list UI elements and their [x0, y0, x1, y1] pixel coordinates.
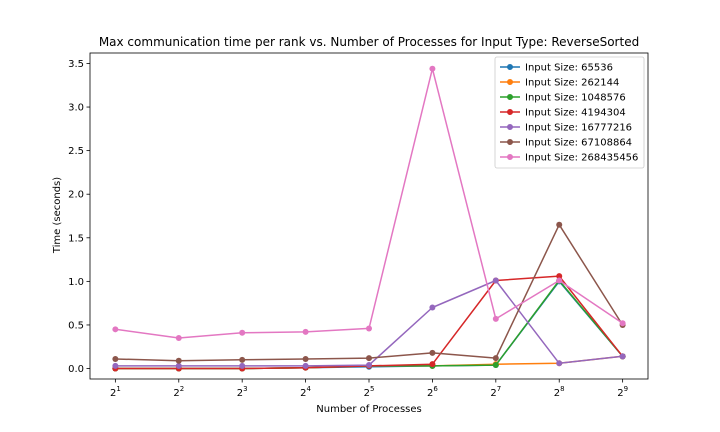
legend-marker [507, 154, 513, 160]
data-point [175, 357, 182, 364]
legend-marker [507, 79, 513, 85]
data-point [302, 355, 309, 362]
x-axis: 21 22 23 24 25 26 27 28 29 [110, 379, 628, 399]
data-point [175, 335, 182, 342]
legend-entry: Input Size: 268435456 [525, 153, 638, 164]
data-point [112, 326, 119, 333]
y-tick-label: 3.5 [68, 59, 84, 70]
y-tick-label: 2.0 [68, 190, 84, 201]
legend-entry: Input Size: 65536 [525, 63, 613, 74]
y-tick-label: 0.0 [68, 364, 84, 375]
legend-box [494, 56, 645, 169]
y-axis-label: Time (seconds) [52, 177, 63, 254]
x-tick-label: 23 [237, 385, 248, 399]
series-layer [112, 65, 626, 372]
x-tick-label: 25 [364, 385, 375, 399]
data-point [492, 355, 499, 362]
legend-marker [507, 94, 513, 100]
data-point [556, 277, 563, 284]
data-point [112, 355, 119, 362]
data-point [366, 325, 372, 332]
data-point [429, 349, 436, 356]
data-point [366, 355, 372, 362]
x-tick-label: 21 [110, 385, 121, 399]
legend-marker [507, 109, 513, 115]
data-point [302, 328, 309, 335]
data-point [492, 362, 499, 369]
y-tick-label: 1.0 [68, 277, 84, 288]
data-point [429, 361, 436, 368]
series [112, 277, 626, 369]
data-point [492, 315, 499, 322]
series [112, 221, 626, 364]
series [112, 65, 626, 342]
x-tick-label: 28 [554, 385, 565, 399]
data-point [239, 329, 246, 336]
data-point [556, 221, 563, 228]
data-point [366, 362, 372, 369]
data-point [429, 65, 436, 72]
data-point [302, 362, 309, 369]
legend-entry: Input Size: 4194304 [525, 108, 626, 119]
legend-marker [507, 139, 513, 145]
data-point [556, 273, 563, 280]
data-point [619, 320, 626, 327]
legend-entry: Input Size: 16777216 [525, 123, 632, 134]
data-point [239, 356, 246, 363]
y-tick-label: 0.5 [68, 320, 84, 331]
x-tick-label: 29 [617, 385, 628, 399]
x-tick-label: 27 [490, 385, 501, 399]
x-tick-label: 26 [427, 385, 438, 399]
x-tick-label: 22 [173, 385, 184, 399]
legend-entry: Input Size: 262144 [525, 78, 619, 89]
y-axis: 0.0 0.5 1.0 1.5 2.0 2.5 3.0 3.5 [68, 59, 90, 375]
legend-marker [507, 64, 513, 70]
x-tick-label: 24 [300, 385, 311, 399]
data-point [556, 360, 563, 367]
legend-marker [507, 124, 513, 130]
chart-title: Max communication time per rank vs. Numb… [99, 35, 639, 49]
data-point [492, 277, 499, 284]
y-tick-label: 1.5 [68, 233, 84, 244]
data-point [112, 362, 119, 369]
legend: Input Size: 65536 Input Size: 262144 Input… [494, 56, 645, 169]
data-point [429, 304, 436, 311]
legend-entry: Input Size: 1048576 [525, 93, 626, 104]
x-axis-label: Number of Processes [316, 404, 421, 415]
legend-entry: Input Size: 67108864 [525, 138, 632, 149]
data-point [175, 362, 182, 369]
data-point [239, 362, 246, 369]
y-tick-label: 3.0 [68, 103, 84, 114]
y-tick-label: 2.5 [68, 146, 84, 157]
data-point [619, 353, 626, 360]
